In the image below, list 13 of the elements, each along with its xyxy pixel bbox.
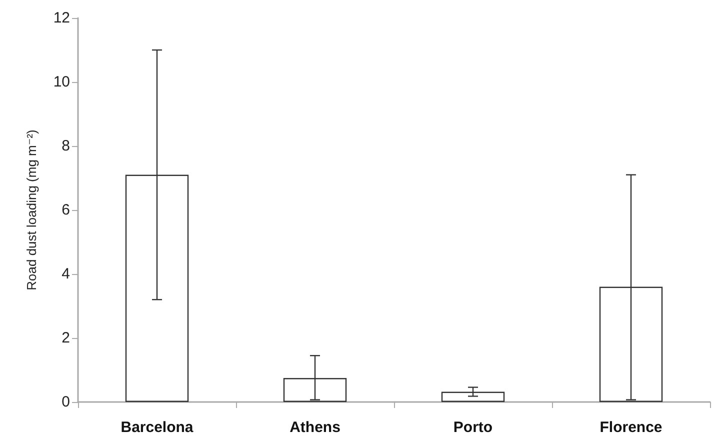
y-tick-label: 12 [53,10,70,26]
y-tick-label: 4 [62,266,70,282]
bar [441,392,505,402]
y-tick-label: 8 [62,138,70,154]
y-tick-label: 6 [62,202,70,218]
y-tick-label: 0 [62,394,70,410]
x-tick-label: Barcelona [120,419,194,436]
y-axis-title: Road dust loading (mg m⁻²) [24,130,39,290]
y-tick-label: 2 [62,330,70,346]
x-tick-label: Porto [453,419,493,436]
y-tick-label: 10 [53,74,70,90]
x-tick-label: Florence [600,419,662,436]
x-tick-label: Athens [290,419,340,436]
